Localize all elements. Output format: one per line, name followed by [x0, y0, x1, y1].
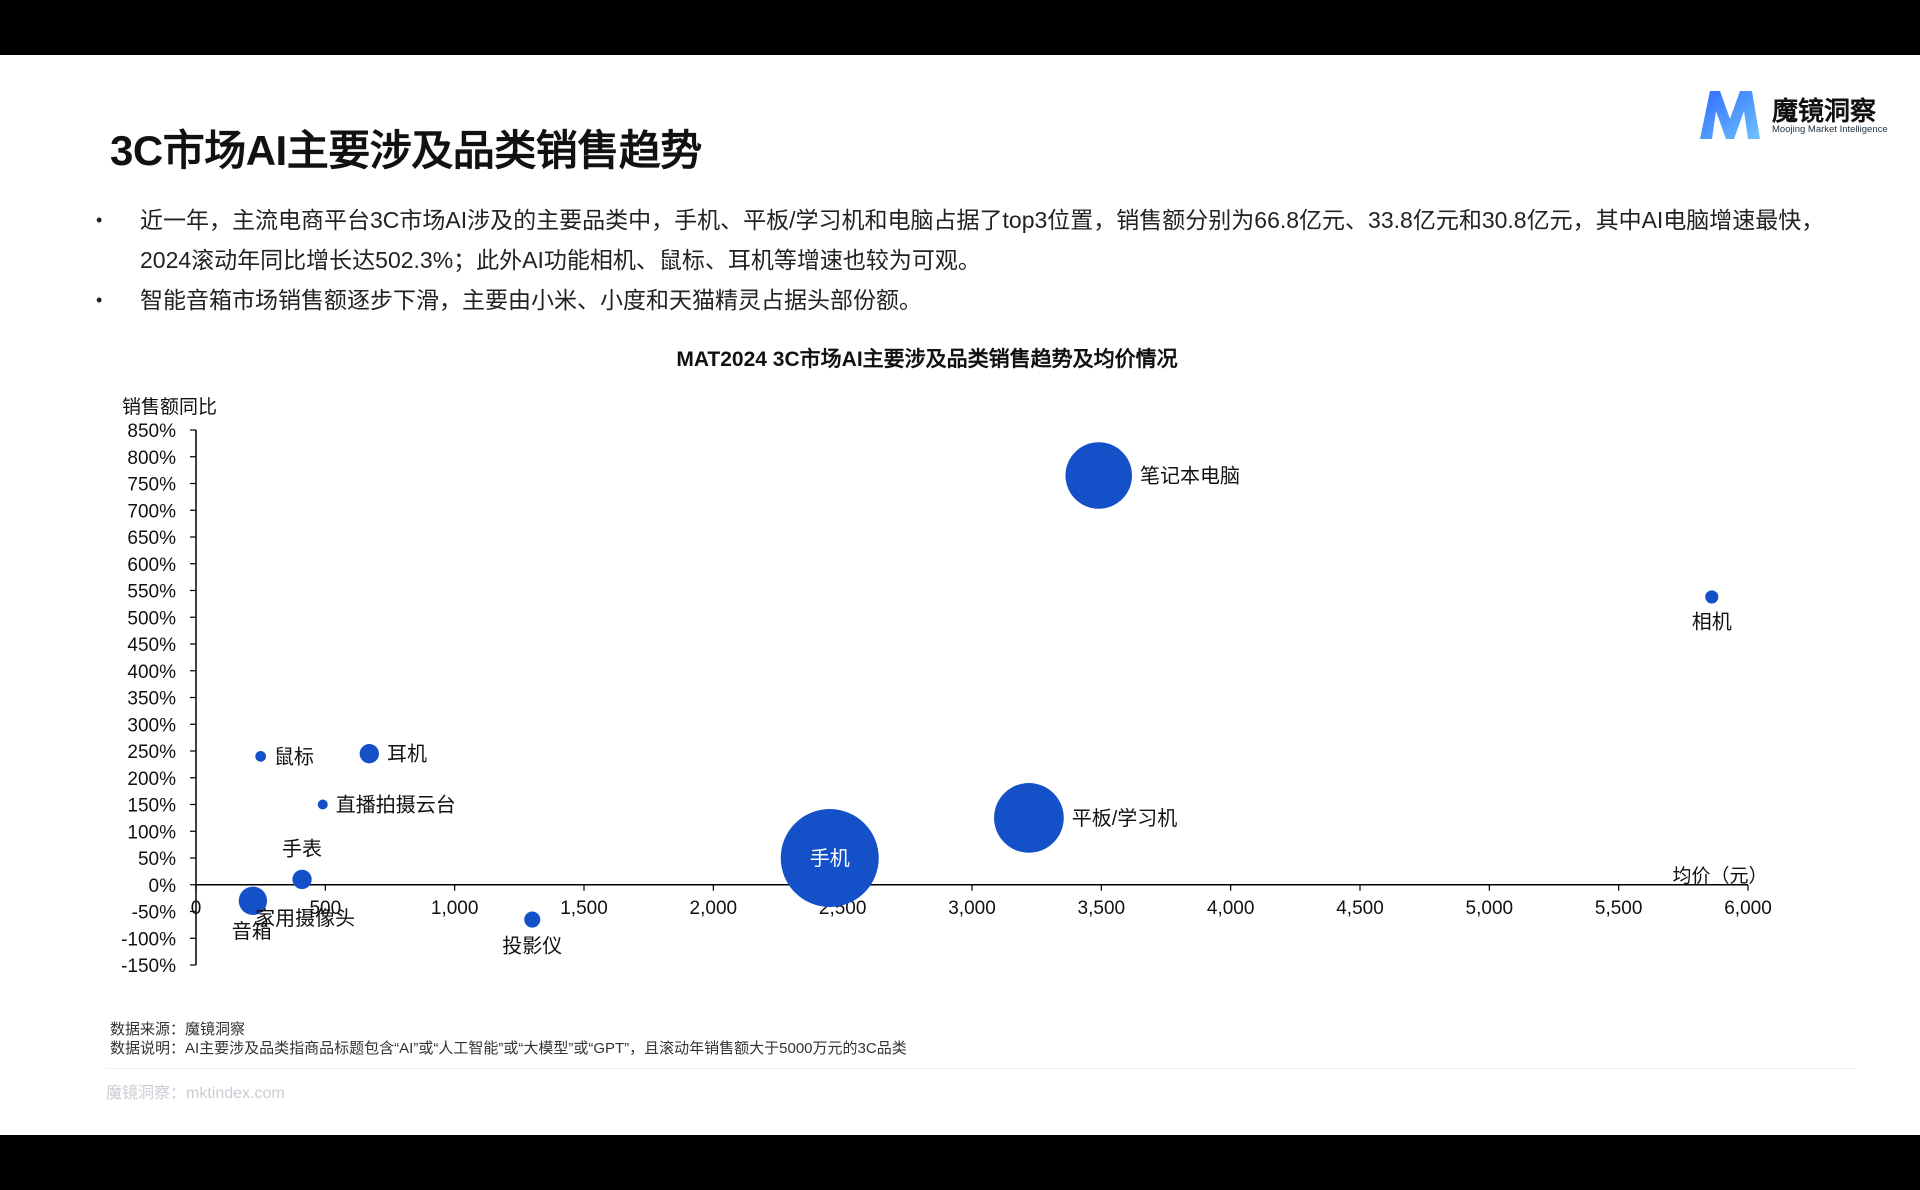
bubble-label: 平板/学习机	[1072, 807, 1178, 830]
bubble-point	[359, 744, 379, 764]
y-tick-label: 200%	[127, 769, 176, 790]
y-tick-label: 400%	[127, 662, 176, 683]
explanation-note: 数据说明：AI主要涉及品类指商品标题包含“AI”或“人工智能”或“大模型”或“G…	[110, 1040, 907, 1057]
x-axis-label: 均价（元）	[1672, 865, 1767, 887]
bubble-point	[292, 869, 312, 890]
bubble-label: 直播拍摄云台	[336, 794, 456, 817]
slide: 3C市场AI主要涉及品类销售趋势 魔镜洞察 Moojing Market Int…	[0, 55, 1920, 1135]
y-tick-label: 850%	[127, 421, 176, 442]
brand-logo: 魔镜洞察 Moojing Market Intelligence	[1696, 85, 1896, 147]
bullet-dot-icon: •	[96, 210, 103, 230]
bullet-item: • 近一年，主流电商平台3C市场AI涉及的主要品类中，手机、平板/学习机和电脑占…	[92, 200, 1862, 280]
y-tick-label: 0%	[149, 876, 177, 897]
bubble-point	[1705, 590, 1719, 604]
y-tick-label: 500%	[127, 608, 176, 629]
x-tick-label: 3,000	[948, 898, 996, 919]
x-tick-label: 3,500	[1078, 898, 1126, 919]
y-tick-label: 300%	[127, 715, 176, 736]
bullet-text: 近一年，主流电商平台3C市场AI涉及的主要品类中，手机、平板/学习机和电脑占据了…	[140, 207, 1825, 273]
bubble-label: 鼠标	[274, 745, 314, 768]
bullet-item: • 智能音箱市场销售额逐步下滑，主要由小米、小度和天猫精灵占据头部份额。	[92, 280, 1862, 320]
footer-site: 魔镜洞察：mktindex.com	[106, 1085, 285, 1102]
y-tick-label: 700%	[127, 501, 176, 522]
y-tick-label: 150%	[127, 796, 176, 817]
bubble-label: 音箱	[232, 920, 272, 943]
logo-name: 魔镜洞察	[1772, 96, 1877, 126]
y-axis-label: 销售额同比	[122, 396, 217, 418]
x-tick-label: 4,000	[1207, 898, 1255, 919]
x-tick-label: 5,500	[1595, 898, 1643, 919]
y-tick-label: -50%	[132, 903, 176, 924]
bubble-chart: MAT2024 3C市场AI主要涉及品类销售趋势及均价情况 销售额同比 均价（元…	[121, 347, 1772, 977]
y-tick-label: 600%	[127, 555, 176, 576]
chart-bubbles	[238, 442, 1719, 928]
y-tick-label: 100%	[127, 822, 176, 843]
y-tick-label: 800%	[127, 448, 176, 469]
y-tick-label: 50%	[138, 849, 176, 870]
x-tick-label: 2,000	[690, 898, 738, 919]
chart-notes: 数据来源：魔镜洞察 数据说明：AI主要涉及品类指商品标题包含“AI”或“人工智能…	[110, 1020, 907, 1058]
bubble-point	[255, 750, 267, 762]
bubble-label: 手表	[282, 838, 322, 861]
bubble-point	[524, 911, 541, 928]
bullet-dot-icon: •	[96, 290, 103, 310]
bubble-point	[780, 809, 879, 907]
y-tick-label: 750%	[127, 475, 176, 496]
y-tick-label: -100%	[121, 929, 176, 950]
bubble-label: 手机	[810, 847, 850, 870]
bubble-label: 家用摄像头	[255, 907, 355, 930]
page-title: 3C市场AI主要涉及品类销售趋势	[110, 127, 702, 174]
summary-bullets: • 近一年，主流电商平台3C市场AI涉及的主要品类中，手机、平板/学习机和电脑占…	[92, 200, 1862, 320]
x-tick-label: 1,000	[431, 898, 479, 919]
y-tick-label: 350%	[127, 689, 176, 710]
x-tick-label: 1,500	[560, 898, 608, 919]
bubble-label: 笔记本电脑	[1140, 464, 1240, 487]
y-tick-label: 250%	[127, 742, 176, 763]
source-note: 数据来源：魔镜洞察	[110, 1021, 246, 1038]
y-tick-label: 550%	[127, 582, 176, 603]
bubble-point	[994, 783, 1064, 853]
label-leader-line	[260, 910, 264, 913]
x-tick-label: 6,000	[1724, 898, 1772, 919]
logo-subtitle: Moojing Market Intelligence	[1772, 124, 1888, 135]
bubble-label: 相机	[1692, 610, 1732, 633]
moojing-logo-icon	[1700, 91, 1760, 139]
chart-axes: -150% -100% -50% 0% 50% 100% 150% 200% 250% 300% 3…	[121, 421, 1772, 977]
bubble-point	[1065, 442, 1133, 509]
y-tick-label: 450%	[127, 635, 176, 656]
footer-divider	[106, 1068, 1856, 1069]
bubble-point	[238, 886, 268, 915]
x-tick-label: 0	[191, 898, 202, 919]
bullet-text: 智能音箱市场销售额逐步下滑，主要由小米、小度和天猫精灵占据头部份额。	[140, 287, 922, 313]
y-tick-label: 650%	[127, 528, 176, 549]
bubble-label: 耳机	[387, 743, 427, 766]
bubble-point	[317, 799, 328, 810]
x-tick-label: 5,000	[1466, 898, 1514, 919]
x-tick-label: 4,500	[1336, 898, 1384, 919]
x-tick-label: 500	[309, 898, 341, 919]
y-tick-label: -150%	[121, 956, 176, 977]
chart-title: MAT2024 3C市场AI主要涉及品类销售趋势及均价情况	[676, 347, 1177, 371]
bubble-label: 投影仪	[502, 935, 562, 958]
